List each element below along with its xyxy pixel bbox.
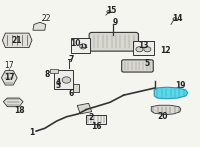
Polygon shape xyxy=(2,33,32,47)
Bar xyxy=(77,103,92,114)
Circle shape xyxy=(173,17,177,20)
Text: 6: 6 xyxy=(69,89,74,98)
Polygon shape xyxy=(154,87,188,99)
Text: 12: 12 xyxy=(160,46,170,55)
Text: 18: 18 xyxy=(14,106,24,115)
Polygon shape xyxy=(3,98,23,107)
Text: 7: 7 xyxy=(69,55,74,64)
Polygon shape xyxy=(33,22,46,30)
FancyBboxPatch shape xyxy=(122,60,153,72)
Text: 22: 22 xyxy=(41,14,51,23)
Polygon shape xyxy=(151,105,181,115)
Text: 11: 11 xyxy=(79,44,88,49)
Text: 1: 1 xyxy=(29,128,35,137)
Text: 16: 16 xyxy=(91,122,101,131)
Circle shape xyxy=(62,77,71,83)
Text: 4: 4 xyxy=(56,78,61,87)
Polygon shape xyxy=(1,71,17,85)
Text: 2: 2 xyxy=(88,113,94,122)
Circle shape xyxy=(80,44,87,49)
Circle shape xyxy=(144,47,151,52)
Text: 15: 15 xyxy=(107,6,117,15)
FancyBboxPatch shape xyxy=(89,32,138,51)
FancyBboxPatch shape xyxy=(71,38,90,53)
Text: 9: 9 xyxy=(112,18,117,27)
Text: 17: 17 xyxy=(4,73,15,82)
Text: 20: 20 xyxy=(157,112,167,121)
FancyBboxPatch shape xyxy=(86,115,106,124)
Bar xyxy=(73,84,79,92)
Text: 13: 13 xyxy=(138,41,149,50)
Text: 8: 8 xyxy=(44,70,49,79)
Circle shape xyxy=(136,47,143,52)
FancyBboxPatch shape xyxy=(54,70,73,89)
Text: 10: 10 xyxy=(70,39,81,48)
Text: 17: 17 xyxy=(4,61,14,71)
Circle shape xyxy=(107,10,111,13)
Bar xyxy=(50,69,58,73)
Text: 21: 21 xyxy=(11,36,21,45)
Text: 5: 5 xyxy=(145,59,150,68)
FancyBboxPatch shape xyxy=(133,41,154,55)
Text: 19: 19 xyxy=(176,81,186,90)
Text: 14: 14 xyxy=(173,15,183,24)
Text: 3: 3 xyxy=(56,81,61,90)
